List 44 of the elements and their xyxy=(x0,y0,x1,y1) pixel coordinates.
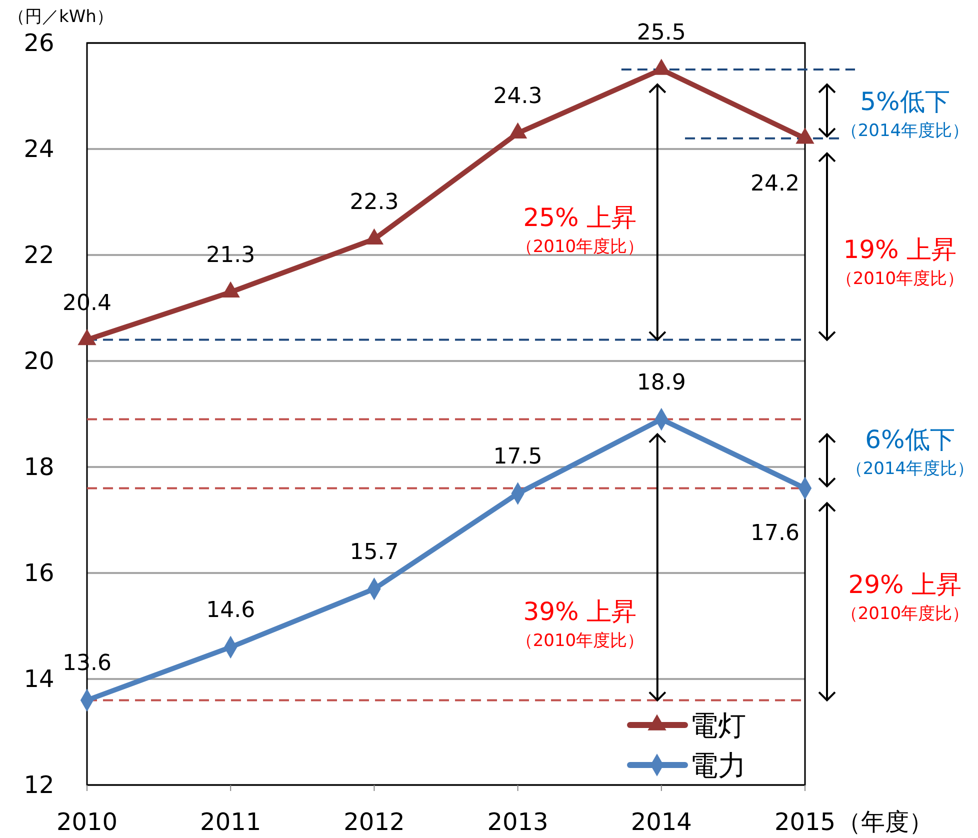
text: （2014年度比） xyxy=(840,121,970,141)
annotation: 39% 上昇 xyxy=(523,597,637,626)
y-tick-label: 16 xyxy=(24,559,54,587)
data-label: 18.9 xyxy=(636,370,686,396)
text: 5%低下 xyxy=(860,87,950,116)
data-label: 17.6 xyxy=(750,521,800,546)
text: （2010年度比） xyxy=(840,604,970,624)
text: 19% 上昇 xyxy=(843,235,957,264)
point xyxy=(796,128,814,144)
text: 6%低下 xyxy=(865,425,955,454)
text: 29% 上昇 xyxy=(848,570,962,599)
point xyxy=(221,281,240,298)
data-label: 21.3 xyxy=(206,243,256,268)
y-axis-title: （円／kWh） xyxy=(8,7,114,27)
text: （2014年度比） xyxy=(846,459,974,479)
x-tick-label: 2010 xyxy=(56,808,118,836)
y-tick-label: 24 xyxy=(24,135,54,163)
x-tick-label: 2015 xyxy=(774,808,836,836)
x-axis-title: （年度） xyxy=(837,808,933,836)
y-tick-label: 18 xyxy=(24,453,54,481)
y-tick-label: 20 xyxy=(24,347,54,375)
y-tick-label: 14 xyxy=(24,665,54,693)
legend-label: 電力 xyxy=(690,749,746,782)
data-label: 17.5 xyxy=(493,444,542,470)
annotation: （2010年度比） xyxy=(516,631,644,651)
y-tick-label: 22 xyxy=(24,241,54,269)
annotation: 25% 上昇 xyxy=(523,203,637,232)
data-label: 14.6 xyxy=(206,598,256,624)
x-tick-label: 2014 xyxy=(630,808,692,836)
data-label: 22.3 xyxy=(350,190,399,216)
x-tick-label: 2013 xyxy=(487,808,548,836)
y-tick-label: 26 xyxy=(24,29,54,57)
point xyxy=(78,329,96,346)
legend-label: 電灯 xyxy=(690,709,746,742)
x-tick-label: 2012 xyxy=(344,808,405,836)
x-tick-label: 2011 xyxy=(200,808,262,836)
y-tick-label: 12 xyxy=(24,771,54,799)
data-label: 24.2 xyxy=(750,171,800,196)
data-label: 15.7 xyxy=(350,540,399,565)
data-label: 24.3 xyxy=(493,84,542,110)
annotation: （2010年度比） xyxy=(516,237,644,257)
data-label: 25.5 xyxy=(636,20,686,46)
text: （2010年度比） xyxy=(836,269,964,289)
point xyxy=(508,122,528,138)
